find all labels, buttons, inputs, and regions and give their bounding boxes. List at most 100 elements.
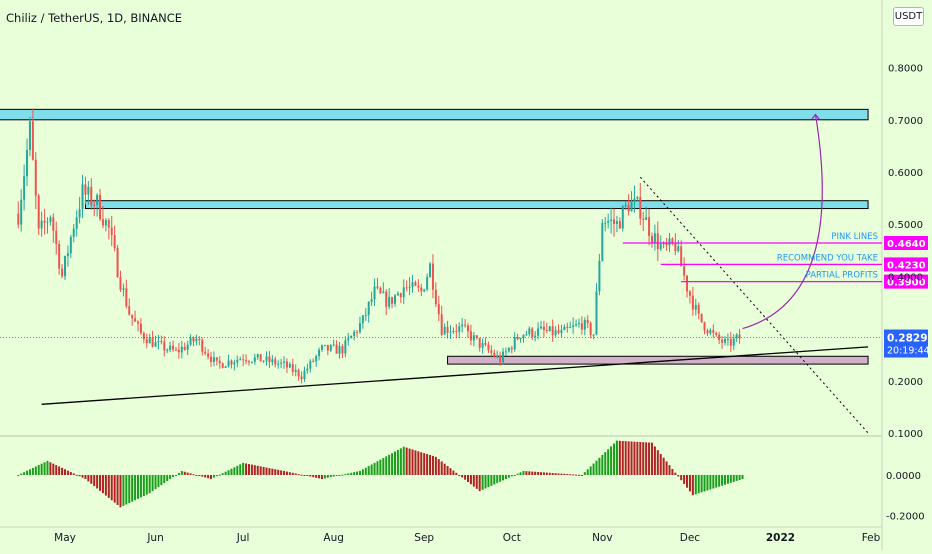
oscillator-bar-172 [519, 472, 522, 475]
oscillator-bar-229 [686, 475, 689, 488]
oscillator-bar-15 [61, 467, 64, 475]
candle-136 [414, 280, 417, 287]
candle-37 [125, 279, 128, 309]
oscillator-bar-164 [496, 475, 499, 484]
oscillator-bar-111 [341, 474, 344, 476]
oscillator-bar-189 [569, 474, 572, 476]
candle-117 [358, 316, 361, 334]
oscillator-bar-194 [583, 472, 586, 475]
candle-202 [607, 213, 610, 229]
candle-177 [534, 331, 537, 342]
candle-28 [99, 188, 102, 222]
candle-body [189, 337, 192, 345]
oscillator-bar-238 [712, 475, 715, 489]
oscillator-bar-147 [446, 465, 449, 475]
candle-body [691, 295, 694, 310]
oscillator-bar-24 [87, 475, 90, 482]
oscillator-bar-90 [280, 470, 283, 475]
pink-level-tag-text-1: 0.4230 [887, 260, 926, 271]
oscillator-bar-145 [440, 461, 443, 475]
oscillator-bar-188 [566, 473, 569, 475]
candle-162 [490, 345, 493, 357]
oscillator-bar-114 [350, 472, 353, 475]
oscillator-bar-69 [218, 474, 221, 476]
candle-body [443, 326, 446, 335]
candle-body [99, 194, 102, 220]
candle-17 [66, 245, 69, 267]
oscillator-bar-244 [729, 475, 732, 483]
oscillator-bar-218 [653, 446, 656, 475]
candle-244 [729, 331, 732, 353]
candle-197 [592, 334, 595, 340]
horizontal-zone-0 [0, 108, 869, 121]
oscillator-bar-214 [642, 442, 645, 475]
candle-body [653, 233, 656, 243]
candle-154 [467, 322, 469, 338]
candle-body [344, 340, 347, 354]
oscillator-bar-121 [370, 464, 373, 475]
oscillator-bar-159 [481, 475, 484, 490]
candle-body [721, 339, 724, 343]
oscillator-bar-160 [484, 475, 487, 489]
candle-76 [239, 356, 242, 361]
candle-body [61, 268, 64, 277]
candle-body [633, 198, 636, 202]
candle-body [411, 282, 414, 287]
candle-14 [58, 240, 61, 275]
candle-body [540, 326, 543, 329]
candle-body [694, 304, 697, 310]
time-tick-2: Jul [236, 532, 250, 544]
candle-88 [274, 356, 277, 368]
candle-body [186, 344, 189, 350]
currency-button[interactable]: USDT [893, 7, 924, 26]
oscillator-bar-143 [434, 456, 437, 475]
candle-body [285, 361, 288, 368]
candle-193 [580, 316, 583, 335]
oscillator-bar-131 [399, 448, 402, 475]
candle-180 [542, 320, 545, 337]
oscillator-bar-107 [329, 475, 332, 478]
candle-103 [318, 347, 321, 361]
oscillator-bar-58 [186, 472, 189, 475]
oscillator-bar-2 [23, 472, 26, 475]
candle-159 [481, 338, 484, 354]
oscillator-bar-184 [554, 473, 557, 475]
candle-body [589, 323, 592, 335]
oscillator-bar-199 [598, 457, 601, 475]
candle-122 [373, 278, 376, 306]
candle-body [107, 220, 110, 228]
candle-67 [212, 351, 215, 367]
last-price-value: 0.2829 [887, 333, 928, 345]
candle-body [531, 328, 534, 337]
candle-body [595, 291, 598, 335]
oscillator-bar-134 [408, 448, 411, 475]
candle-body [738, 334, 741, 339]
candle-235 [703, 321, 706, 335]
candle-173 [522, 334, 525, 343]
candle-176 [531, 326, 534, 341]
candle-238 [712, 324, 715, 339]
candle-body [17, 213, 20, 225]
candle-74 [233, 359, 236, 371]
oscillator-bar-179 [540, 472, 543, 475]
oscillator-bar-42 [139, 475, 142, 498]
candle-168 [507, 346, 510, 353]
candle-141 [429, 262, 432, 278]
candle-81 [253, 353, 256, 365]
candle-body [315, 356, 318, 362]
horizontal-zone-2 [447, 355, 869, 365]
oscillator-bar-128 [391, 453, 394, 475]
oscillator-bar-211 [633, 441, 636, 475]
candle-164 [496, 350, 499, 359]
oscillator-bar-182 [548, 472, 551, 475]
candle-body [583, 319, 586, 330]
candle-149 [452, 327, 455, 335]
candle-42 [139, 318, 142, 336]
oscillator-bar-130 [396, 449, 399, 475]
candle-192 [577, 318, 580, 328]
candle-137 [417, 279, 420, 292]
candle-100 [309, 359, 312, 373]
candle-41 [137, 320, 140, 332]
oscillator-bar-64 [204, 475, 207, 478]
